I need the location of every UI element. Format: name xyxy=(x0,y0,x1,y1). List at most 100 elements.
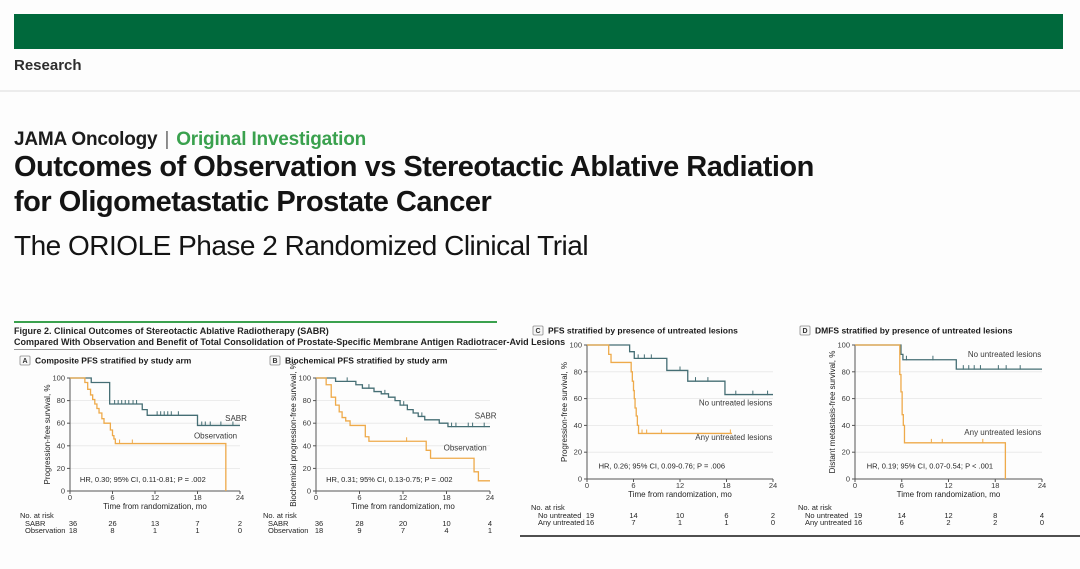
y-tick-label: 80 xyxy=(303,396,311,405)
km-curve-any-untreated-lesions xyxy=(587,344,732,435)
risk-row-value: 14 xyxy=(629,511,637,520)
panel-title: PFS stratified by presence of untreated … xyxy=(548,326,738,336)
censor-marks-any-untreated-lesions xyxy=(930,438,984,444)
y-axis-title: Distant metastasis-free survival, % xyxy=(828,351,837,474)
x-tick-label: 18 xyxy=(442,493,450,502)
x-axis-title: Time from randomization, mo xyxy=(351,502,455,511)
risk-row-value: 7 xyxy=(401,526,405,535)
risk-row-value: 28 xyxy=(355,519,363,528)
panel-letter: A xyxy=(22,358,27,365)
y-tick-label: 100 xyxy=(569,341,582,350)
risk-row-value: 0 xyxy=(238,526,242,535)
series-label-no-untreated-lesions: No untreated lesions xyxy=(699,398,772,407)
hr-annotation: HR, 0.19; 95% CI, 0.07-0.54; P < .001 xyxy=(867,461,993,470)
km-curve-observation xyxy=(316,377,490,482)
x-tick-label: 6 xyxy=(110,493,114,502)
risk-row-value: 2 xyxy=(946,518,950,527)
risk-row-name: Observation xyxy=(268,526,308,535)
km-curve-sabr xyxy=(70,377,240,427)
censor-marks-any-untreated-lesions xyxy=(641,429,731,434)
risk-row-name: SABR xyxy=(268,519,289,528)
x-tick-label: 18 xyxy=(193,493,201,502)
article-title-line2: for Oligometastatic Prostate Cancer xyxy=(14,186,492,218)
censor-marks-no-untreated-lesions xyxy=(637,354,769,396)
x-tick-label: 24 xyxy=(1038,481,1046,490)
risk-row-value: 18 xyxy=(315,526,323,535)
figure-caption-line1: Figure 2. Clinical Outcomes of Stereotac… xyxy=(14,326,329,336)
risk-row-value: 9 xyxy=(357,526,361,535)
y-tick-label: 20 xyxy=(57,464,65,473)
series-label-observation: Observation xyxy=(444,443,487,452)
x-tick-label: 12 xyxy=(399,493,407,502)
y-tick-label: 0 xyxy=(846,475,850,484)
x-tick-label: 12 xyxy=(151,493,159,502)
panel-letter: D xyxy=(802,328,807,335)
x-tick-label: 18 xyxy=(722,481,730,490)
x-axis-title: Time from randomization, mo xyxy=(103,502,207,511)
risk-row-value: 16 xyxy=(854,518,862,527)
y-axis-title: Progression-free survival, % xyxy=(43,384,52,484)
x-tick-label: 24 xyxy=(236,493,244,502)
risk-row-value: 12 xyxy=(944,511,952,520)
figure-caption: Figure 2. Clinical Outcomes of Stereotac… xyxy=(14,326,565,348)
risk-row-value: 16 xyxy=(586,518,594,527)
y-tick-label: 60 xyxy=(303,419,311,428)
risk-row-value: 6 xyxy=(724,511,728,520)
risk-row-value: 6 xyxy=(900,518,904,527)
header-divider xyxy=(0,90,1080,92)
y-tick-label: 0 xyxy=(578,475,582,484)
x-tick-label: 0 xyxy=(68,493,72,502)
y-tick-label: 40 xyxy=(842,421,850,430)
y-tick-label: 100 xyxy=(837,341,850,350)
journal-divider: | xyxy=(164,129,170,150)
y-tick-label: 40 xyxy=(574,421,582,430)
y-tick-label: 40 xyxy=(57,441,65,450)
y-tick-label: 0 xyxy=(307,487,311,496)
series-label-sabr: SABR xyxy=(225,414,247,423)
x-axis-title: Time from randomization, mo xyxy=(897,490,1001,499)
risk-row-value: 1 xyxy=(195,526,199,535)
censor-marks-sabr xyxy=(346,377,485,428)
risk-row-value: 4 xyxy=(1040,511,1044,520)
y-tick-label: 20 xyxy=(842,448,850,457)
risk-row-value: 1 xyxy=(488,526,492,535)
panel-letter: C xyxy=(535,328,540,335)
risk-row-value: 10 xyxy=(442,519,450,528)
journal-name: JAMA Oncology xyxy=(14,129,158,150)
risk-row-value: 10 xyxy=(676,511,684,520)
km-curve-any-untreated-lesions xyxy=(855,344,1007,479)
y-tick-label: 40 xyxy=(303,441,311,450)
y-tick-label: 100 xyxy=(298,374,311,383)
risk-row-value: 18 xyxy=(69,526,77,535)
x-tick-label: 12 xyxy=(676,481,684,490)
x-tick-label: 0 xyxy=(853,481,857,490)
risk-row-value: 36 xyxy=(315,519,323,528)
article-subtitle: The ORIOLE Phase 2 Randomized Clinical T… xyxy=(14,230,589,261)
risk-row-value: 1 xyxy=(678,518,682,527)
panel-title: DMFS stratified by presence of untreated… xyxy=(815,326,1013,336)
y-axis-title: Biochemical progression-free survival, % xyxy=(289,362,298,507)
y-tick-label: 80 xyxy=(574,367,582,376)
panel-title: Biochemical PFS stratified by study arm xyxy=(285,356,448,366)
risk-row-value: 4 xyxy=(444,526,448,535)
risk-table-header: No. at risk xyxy=(798,503,832,512)
y-tick-label: 60 xyxy=(57,419,65,428)
panel-b-km-chart: 0 20 40 60 80 100 0 6 12 18 24 Time from randomizat… xyxy=(263,356,497,536)
risk-row-value: 7 xyxy=(631,518,635,527)
y-axis-title: Progression-free survival, % xyxy=(560,362,569,462)
figure-top-rule xyxy=(14,321,497,323)
y-tick-label: 60 xyxy=(842,394,850,403)
risk-row-value: 13 xyxy=(151,519,159,528)
x-axis-title: Time from randomization, mo xyxy=(628,490,732,499)
x-tick-label: 18 xyxy=(991,481,999,490)
research-label: Research xyxy=(14,57,82,74)
censor-marks-sabr xyxy=(114,399,234,426)
risk-row-value: 2 xyxy=(993,518,997,527)
risk-row-value: 20 xyxy=(399,519,407,528)
risk-table-header: No. at risk xyxy=(263,511,297,520)
risk-row-value: 8 xyxy=(993,511,997,520)
risk-row-value: 4 xyxy=(488,519,492,528)
masthead-bar xyxy=(14,14,1063,49)
